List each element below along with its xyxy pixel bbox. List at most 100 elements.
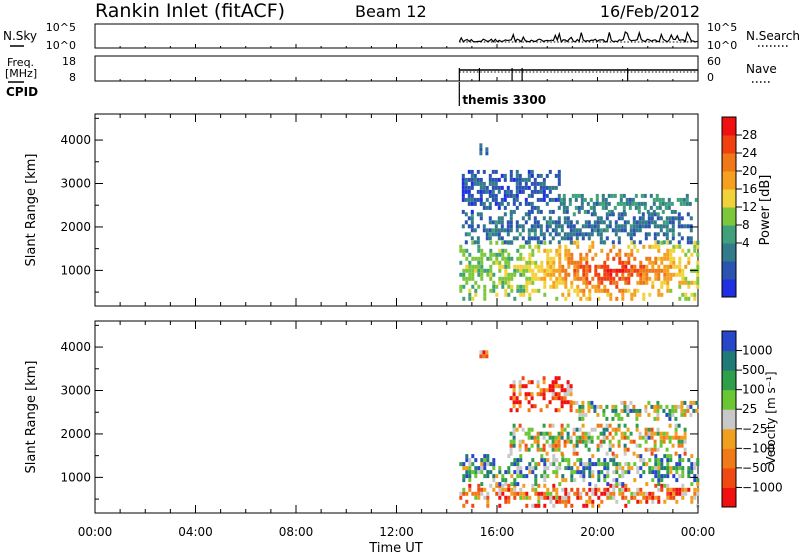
heatmap-cell xyxy=(638,228,642,233)
heatmap-cell xyxy=(552,256,556,261)
heatmap-cell xyxy=(536,439,540,444)
heatmap-cell xyxy=(518,181,522,186)
heatmap-cell xyxy=(663,264,667,269)
heatmap-cell xyxy=(640,201,644,206)
heatmap-cell xyxy=(527,408,531,413)
heatmap-cell xyxy=(578,228,582,233)
heatmap-cell xyxy=(554,443,558,448)
heatmap-cell xyxy=(500,216,504,221)
heatmap-cell xyxy=(497,185,501,190)
heatmap-cell xyxy=(657,264,661,269)
heatmap-cell xyxy=(551,423,555,428)
heatmap-cell xyxy=(611,416,615,421)
heatmap-cell xyxy=(567,288,571,293)
heatmap-cell xyxy=(644,427,648,432)
heatmap-cell xyxy=(519,244,523,249)
heatmap-cell xyxy=(684,252,688,257)
heatmap-cell xyxy=(651,466,655,471)
heatmap-cell xyxy=(604,197,608,202)
heatmap-cell xyxy=(516,470,520,475)
heatmap-cell xyxy=(677,220,681,225)
heatmap-cell xyxy=(637,201,641,206)
heatmap-cell xyxy=(525,268,529,273)
heatmap-cell xyxy=(462,478,466,483)
heatmap-cell xyxy=(543,248,547,253)
heatmap-cell xyxy=(528,260,532,265)
heatmap-cell xyxy=(461,181,465,186)
heatmap-cell xyxy=(689,240,693,245)
heatmap-cell xyxy=(504,272,508,277)
heatmap-cell xyxy=(618,252,622,257)
heatmap-cell xyxy=(596,220,600,225)
heatmap-cell xyxy=(660,478,664,483)
heatmap-cell xyxy=(572,224,576,229)
heatmap-cell xyxy=(654,474,658,479)
heatmap-cell xyxy=(494,220,498,225)
heatmap-cell xyxy=(462,462,466,467)
heatmap-cell xyxy=(641,220,645,225)
heatmap-cell xyxy=(536,189,540,194)
heatmap-cell xyxy=(576,268,580,273)
heatmap-cell xyxy=(661,197,665,202)
heatmap-cell xyxy=(614,412,618,417)
heatmap-cell xyxy=(539,431,543,436)
heatmap-cell xyxy=(582,462,586,467)
heatmap-cell xyxy=(516,482,520,487)
heatmap-cell xyxy=(683,427,687,432)
heatmap-cell xyxy=(504,276,508,281)
heatmap-cell xyxy=(474,474,478,479)
heatmap-cell xyxy=(567,491,571,496)
heatmap-cell xyxy=(626,435,630,440)
heatmap-cell xyxy=(527,400,531,405)
heatmap-cell xyxy=(470,201,474,206)
heatmap-cell xyxy=(585,466,589,471)
heatmap-cell xyxy=(669,466,673,471)
heatmap-cell xyxy=(635,443,639,448)
heatmap-cell xyxy=(474,280,478,285)
heatmap-cell xyxy=(621,292,625,297)
heatmap-cell xyxy=(467,189,471,194)
heatmap-cell xyxy=(582,487,586,492)
heatmap-cell xyxy=(584,224,588,229)
heatmap-cell xyxy=(596,447,600,452)
heatmap-cell xyxy=(518,443,522,448)
heatmap-cell xyxy=(524,197,528,202)
heatmap-cell xyxy=(509,173,513,178)
heatmap-cell xyxy=(660,474,664,479)
heatmap-cell xyxy=(672,244,676,249)
heatmap-cell xyxy=(518,423,522,428)
heatmap-cell xyxy=(534,482,538,487)
heatmap-cell xyxy=(464,185,468,190)
heatmap-cell xyxy=(543,458,547,463)
heatmap-cell xyxy=(534,466,538,471)
heatmap-cell xyxy=(662,232,666,237)
heatmap-cell xyxy=(681,248,685,253)
heatmap-cell xyxy=(467,232,471,237)
heatmap-cell xyxy=(603,466,607,471)
heatmap-cell xyxy=(639,491,643,496)
heatmap-cell xyxy=(693,495,697,500)
heatmap-cell xyxy=(618,466,622,471)
heatmap-cell xyxy=(677,232,681,237)
x-axis-label: Time UT xyxy=(368,541,422,554)
heatmap-cell xyxy=(498,260,502,265)
heatmap-cell xyxy=(509,209,513,214)
heatmap-cell xyxy=(483,268,487,273)
heatmap-cell xyxy=(548,400,552,405)
heatmap-cell xyxy=(558,264,562,269)
heatmap-cell xyxy=(627,276,631,281)
heatmap-cell xyxy=(632,240,636,245)
heatmap-cell xyxy=(588,296,592,301)
heatmap-cell xyxy=(689,236,693,241)
heatmap-cell xyxy=(530,181,534,186)
heatmap-cell xyxy=(578,416,582,421)
heatmap-cell xyxy=(480,272,484,277)
heatmap-cell xyxy=(564,503,568,508)
heatmap-cell xyxy=(633,244,637,249)
heatmap-cell xyxy=(667,201,671,206)
heatmap-cell xyxy=(564,268,568,273)
heatmap-cell xyxy=(566,220,570,225)
heatmap-cell xyxy=(543,474,547,479)
heatmap-cell xyxy=(551,185,555,190)
heatmap-cell xyxy=(623,404,627,409)
